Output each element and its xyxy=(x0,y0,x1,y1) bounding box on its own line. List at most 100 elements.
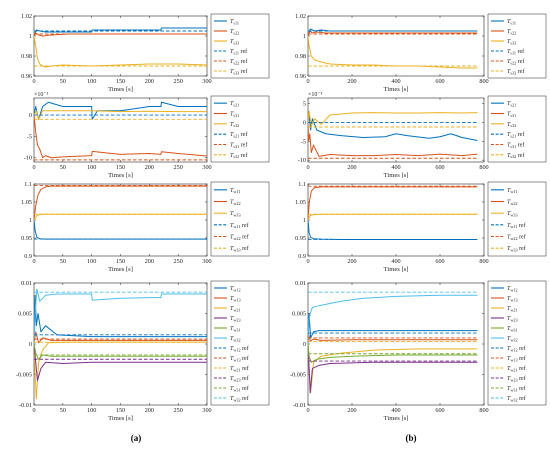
legend-main: T xyxy=(507,296,511,302)
y-tick-label: -0.01 xyxy=(293,402,306,409)
legend-main: T xyxy=(507,356,511,362)
legend-sub: s32 xyxy=(510,123,516,128)
legend-sub: w32 xyxy=(233,397,240,402)
y-tick-label: -5 xyxy=(301,138,306,145)
legend-entry: Tw22 xyxy=(230,200,241,206)
legend-ref: ref xyxy=(516,152,524,159)
y-tick-label: 0.01 xyxy=(21,280,32,287)
plot-area xyxy=(307,282,485,406)
y-tick-label: 0.96 xyxy=(21,73,32,80)
legend-entry: Tw13 ref xyxy=(230,355,249,362)
series-line-2 xyxy=(34,115,207,159)
chart-a2: 0 50 100 150 200 250 300 -10 -5 0 ×10⁻³ Times [s] Ts… xyxy=(24,92,270,179)
x-tick-label: 800 xyxy=(479,78,488,85)
x-axis-label: Times [s] xyxy=(108,172,133,179)
series-group xyxy=(308,291,478,394)
legend-entry: Tw11 xyxy=(230,188,240,194)
legend-sub: s11 xyxy=(510,20,516,25)
legend-sub: s33 xyxy=(233,70,239,75)
y-tick-label: 5 xyxy=(303,101,306,108)
legend-ref: ref xyxy=(516,48,524,55)
x-tick-label: 600 xyxy=(435,78,444,85)
legend-entry: Tw22 xyxy=(507,200,518,206)
legend-entry: Ts33 ref xyxy=(507,68,524,75)
legend-ref: ref xyxy=(239,142,247,149)
legend-sub: w31 xyxy=(510,327,517,332)
x-tick-label: 150 xyxy=(116,407,125,414)
legend-ref: ref xyxy=(239,48,247,55)
x-axis-label: Times [s] xyxy=(384,415,409,422)
legend-main: T xyxy=(507,122,511,128)
legend-ref: ref xyxy=(518,375,526,382)
legend-box xyxy=(210,280,270,406)
legend-sub: s21 xyxy=(510,133,516,138)
x-tick-label: 100 xyxy=(87,258,96,265)
y-tick-label: -0.005 xyxy=(16,372,32,379)
chart-a4: 0 50 100 150 200 250 300 -0.01 -0.005 0 0.005 0.01 T… xyxy=(16,280,270,422)
legend-sub: s21 xyxy=(510,102,516,107)
legend-sub: w22 xyxy=(510,201,517,206)
y-tick-label: 1.1 xyxy=(24,181,32,188)
legend-main: T xyxy=(230,346,234,352)
x-tick-label: 100 xyxy=(87,78,96,85)
legend-main: T xyxy=(230,356,234,362)
legend-main: T xyxy=(507,386,511,392)
x-tick-label: 200 xyxy=(347,258,356,265)
legend-main: T xyxy=(230,39,234,45)
legend-entry: Tw32 ref xyxy=(507,395,526,402)
legend-sub: s11 xyxy=(233,20,239,25)
x-tick-label: 400 xyxy=(391,164,400,171)
x-tick-label: 0 xyxy=(306,78,309,85)
legend-sub: w32 xyxy=(233,337,240,342)
legend-sub: w13 xyxy=(510,357,517,362)
x-tick-label: 600 xyxy=(435,258,444,265)
series-group xyxy=(308,28,478,69)
legend-entry: Ts31 ref xyxy=(507,142,524,149)
legend-entry: Tw33 xyxy=(230,211,241,217)
legend-sub: s33 xyxy=(233,40,239,45)
series-line-4 xyxy=(308,343,478,394)
legend-main: T xyxy=(230,49,234,55)
legend-main: T xyxy=(507,200,511,206)
x-tick-label: 200 xyxy=(145,258,154,265)
y-tick-label: 0 xyxy=(29,341,32,348)
legend-ref: ref xyxy=(241,385,249,392)
x-tick-label: 200 xyxy=(347,164,356,171)
legend-ref: ref xyxy=(241,355,249,362)
x-tick-label: 0 xyxy=(306,258,309,265)
legend-ref: ref xyxy=(239,68,247,75)
plot-area xyxy=(307,183,485,257)
y-tick-label: 0 xyxy=(303,119,306,126)
x-tick-label: 800 xyxy=(479,407,488,414)
legend-sub: s32 xyxy=(233,154,239,159)
y-tick-label: 0.005 xyxy=(292,311,306,318)
legend-ref: ref xyxy=(241,365,249,372)
legend-main: T xyxy=(230,386,234,392)
x-tick-label: 800 xyxy=(479,164,488,171)
x-tick-label: 0 xyxy=(32,164,35,171)
legend-entry: Ts32 xyxy=(507,122,516,128)
y-tick-label: 0.005 xyxy=(18,311,32,318)
legend-main: T xyxy=(507,235,511,241)
legend-sub: w13 xyxy=(233,357,240,362)
legend-ref: ref xyxy=(518,385,526,392)
legend-ref: ref xyxy=(239,152,247,159)
x-tick-label: 150 xyxy=(116,164,125,171)
legend-ref: ref xyxy=(516,68,524,75)
legend-sub: w22 xyxy=(233,201,240,206)
y-tick-label: 1.05 xyxy=(21,199,32,206)
legend-entry: Tw13 ref xyxy=(507,355,526,362)
legend-sub: w23 xyxy=(510,377,517,382)
legend-sub: w31 xyxy=(233,387,240,392)
legend-box xyxy=(487,95,547,163)
x-tick-label: 0 xyxy=(32,78,35,85)
legend-entry: Ts22 ref xyxy=(230,58,247,65)
legend-entry: Ts11 ref xyxy=(230,48,247,55)
legend-main: T xyxy=(507,188,511,194)
x-tick-label: 50 xyxy=(60,164,66,171)
legend-main: T xyxy=(507,59,511,65)
y-tick-label: -0.01 xyxy=(19,402,32,409)
